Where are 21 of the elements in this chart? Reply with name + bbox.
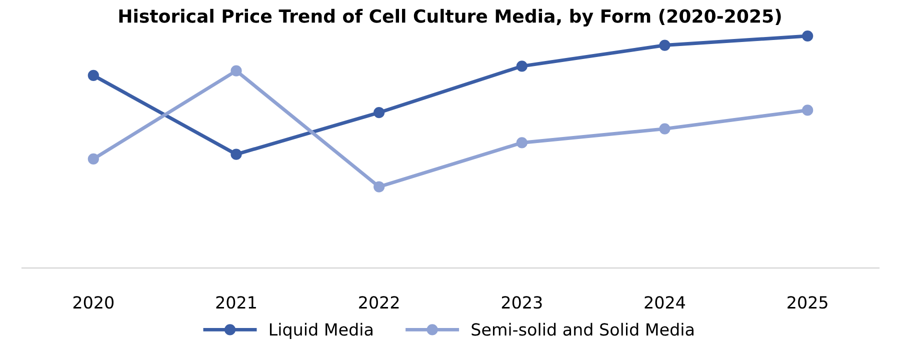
legend-label: Liquid Media <box>270 322 372 339</box>
point <box>230 65 242 76</box>
point <box>802 104 814 116</box>
chart-title: Historical Price Trend of Cell Culture Media, by Form (2020-2025) <box>119 8 781 27</box>
point <box>516 137 528 148</box>
x-tick-label: 2020 <box>73 296 114 309</box>
point <box>802 30 814 42</box>
point <box>516 60 528 72</box>
x-tick-label: 2022 <box>359 296 399 309</box>
x-tick-label: 2024 <box>644 296 686 309</box>
point <box>230 148 242 160</box>
point <box>374 181 385 192</box>
point <box>659 123 670 134</box>
point <box>659 40 670 51</box>
point <box>88 70 99 81</box>
x-tick-label: 2023 <box>502 296 542 309</box>
x-tick-label: 2021 <box>216 296 256 309</box>
point <box>374 107 385 118</box>
legend-label: Semi-solid and Solid Media <box>472 322 694 336</box>
x-tick-label: 2025 <box>788 296 828 309</box>
point <box>88 153 99 165</box>
